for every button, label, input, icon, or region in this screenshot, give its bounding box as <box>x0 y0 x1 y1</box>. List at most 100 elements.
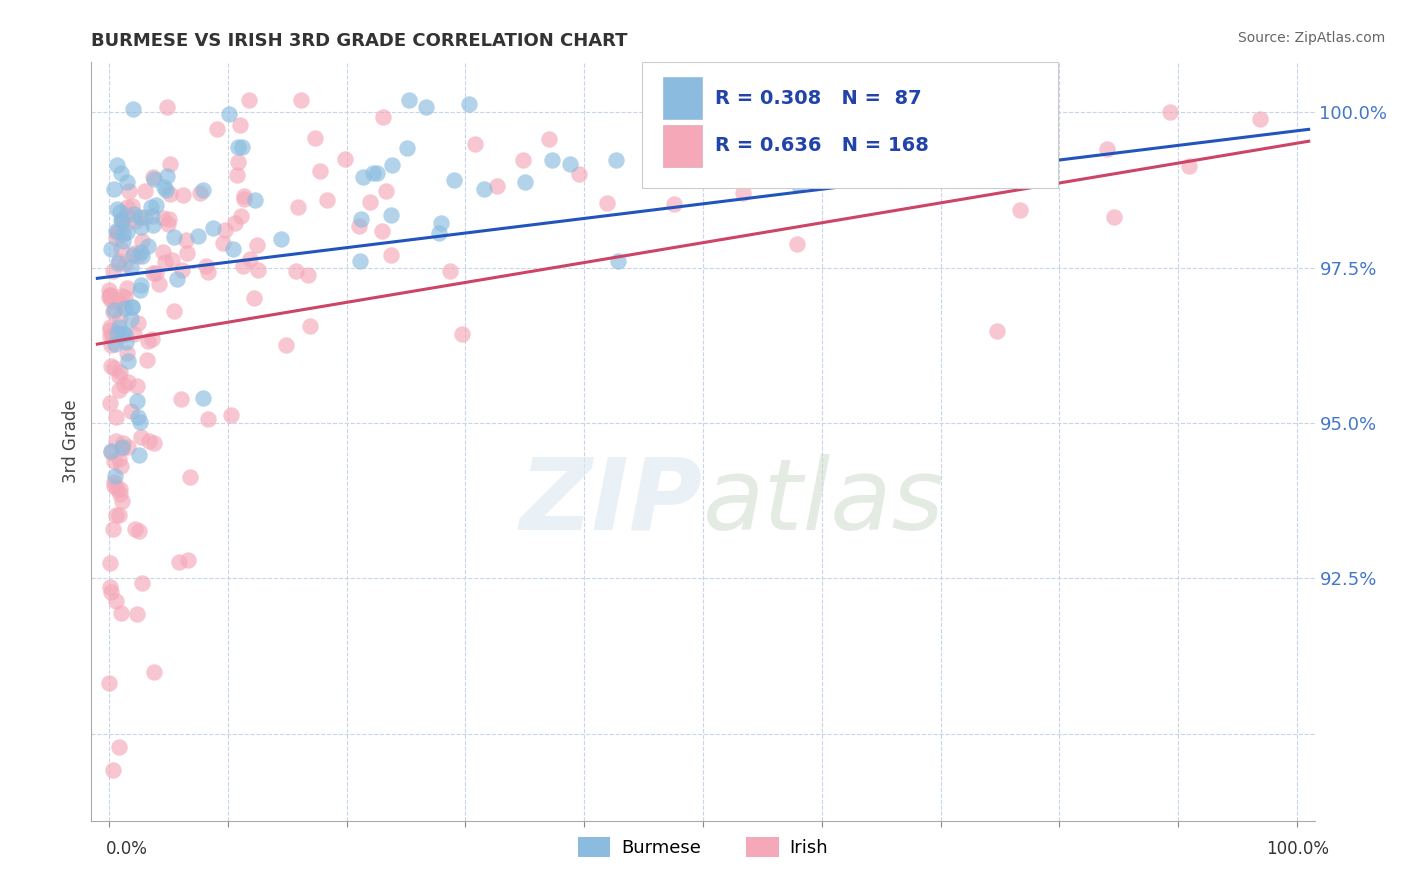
Point <box>98 580 121 594</box>
Point <box>110 242 132 256</box>
Point <box>122 102 145 116</box>
Text: R = 0.308   N =  87: R = 0.308 N = 87 <box>716 88 922 108</box>
Point <box>245 193 267 207</box>
Point <box>315 193 337 207</box>
Point <box>415 100 437 114</box>
Point <box>375 184 398 198</box>
Point <box>142 266 165 280</box>
Point <box>814 151 837 165</box>
Legend: Burmese, Irish: Burmese, Irish <box>571 830 835 864</box>
Point <box>145 266 167 280</box>
Point <box>297 268 319 282</box>
Point <box>101 522 124 536</box>
Point <box>169 555 191 569</box>
Point <box>105 227 128 241</box>
Point <box>100 444 122 458</box>
Point <box>347 219 370 233</box>
FancyBboxPatch shape <box>643 62 1057 187</box>
Point <box>124 326 146 341</box>
Point <box>115 209 138 223</box>
Point <box>131 429 153 443</box>
Point <box>115 334 138 349</box>
Point <box>380 248 402 262</box>
Point <box>128 449 150 463</box>
Point <box>121 300 143 314</box>
Point <box>226 140 249 154</box>
Point <box>304 130 326 145</box>
Point <box>98 283 121 297</box>
Y-axis label: 3rd Grade: 3rd Grade <box>62 400 80 483</box>
Point <box>110 607 132 621</box>
Point <box>120 404 142 418</box>
Point <box>107 293 129 307</box>
Point <box>229 118 252 132</box>
Point <box>959 171 981 186</box>
Point <box>156 169 179 184</box>
Point <box>98 287 121 301</box>
Point <box>225 169 247 183</box>
Point <box>103 361 125 376</box>
Point <box>103 302 125 317</box>
Point <box>682 96 704 111</box>
Point <box>350 211 373 226</box>
Point <box>103 475 125 489</box>
Point <box>139 200 162 214</box>
Point <box>218 107 240 121</box>
Point <box>118 184 141 198</box>
Point <box>195 259 218 273</box>
Point <box>105 326 128 341</box>
Point <box>129 220 152 235</box>
Point <box>100 288 122 302</box>
Point <box>143 172 166 186</box>
Point <box>163 229 186 244</box>
Point <box>129 277 152 292</box>
Point <box>159 186 181 201</box>
Point <box>333 152 356 166</box>
Point <box>239 252 262 267</box>
Point <box>153 255 176 269</box>
Point <box>103 479 125 493</box>
Point <box>115 346 138 360</box>
Point <box>112 378 135 392</box>
Text: atlas: atlas <box>703 454 945 550</box>
Point <box>309 163 332 178</box>
Point <box>141 209 163 223</box>
Point <box>110 482 132 496</box>
Point <box>100 338 122 352</box>
Point <box>443 173 465 187</box>
Point <box>606 254 628 268</box>
Point <box>222 242 245 256</box>
Text: 100.0%: 100.0% <box>1265 840 1329 858</box>
Point <box>105 482 128 496</box>
Point <box>108 739 131 754</box>
Point <box>127 249 149 263</box>
Point <box>107 383 129 397</box>
Point <box>100 327 122 342</box>
Point <box>114 257 136 271</box>
Point <box>1095 143 1118 157</box>
Point <box>733 186 755 200</box>
Point <box>129 415 152 429</box>
Point <box>100 445 122 459</box>
Point <box>359 194 381 209</box>
Point <box>232 189 254 203</box>
Point <box>131 576 153 591</box>
Point <box>110 297 132 311</box>
Point <box>568 167 591 181</box>
Point <box>111 289 134 303</box>
Point <box>100 359 122 373</box>
Point <box>135 352 157 367</box>
Point <box>142 218 165 232</box>
Point <box>366 166 388 180</box>
Point <box>110 487 132 501</box>
Point <box>125 214 148 228</box>
Point <box>472 182 495 196</box>
Text: R = 0.636   N = 168: R = 0.636 N = 168 <box>716 136 929 155</box>
Point <box>117 375 139 389</box>
Point <box>111 214 134 228</box>
FancyBboxPatch shape <box>662 125 702 167</box>
Point <box>540 153 562 168</box>
Point <box>361 166 384 180</box>
Point <box>111 440 134 454</box>
Point <box>105 508 128 522</box>
